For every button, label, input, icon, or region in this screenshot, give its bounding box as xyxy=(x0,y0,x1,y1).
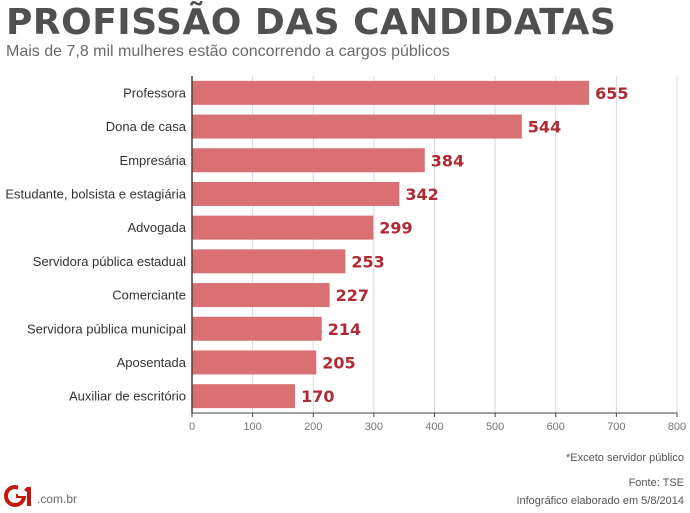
source-label: Fonte: TSE xyxy=(628,477,684,489)
value-label: 170 xyxy=(301,387,334,406)
category-label: Professora xyxy=(123,85,187,100)
bar xyxy=(192,384,296,409)
category-label: Estudante, bolsista e estagiária xyxy=(5,186,186,201)
credit-label: Infográfico elaborado em 5/8/2014 xyxy=(516,495,684,507)
value-label: 544 xyxy=(528,118,561,137)
value-label: 655 xyxy=(595,84,628,103)
bar xyxy=(192,181,400,206)
x-tick-label: 700 xyxy=(607,421,625,433)
x-tick-label: 400 xyxy=(425,421,443,433)
category-label: Empresária xyxy=(120,153,187,168)
brand-domain: .com.br xyxy=(37,492,78,506)
x-tick-label: 100 xyxy=(243,421,261,433)
chart-title: PROFISSÃO DAS CANDIDATAS xyxy=(6,2,617,43)
category-label: Aposentada xyxy=(117,355,187,370)
g1-logo-mark xyxy=(4,484,31,507)
bar xyxy=(192,283,330,308)
bar xyxy=(192,80,590,105)
bar xyxy=(192,148,425,173)
value-label: 299 xyxy=(379,219,412,238)
value-label: 205 xyxy=(322,353,355,372)
x-tick-label: 500 xyxy=(486,421,504,433)
category-label: Servidora pública municipal xyxy=(27,321,186,336)
value-label: 227 xyxy=(336,286,369,305)
x-tick-label: 200 xyxy=(304,421,322,433)
bar xyxy=(192,249,346,274)
value-label: 384 xyxy=(431,151,464,170)
x-tick-label: 300 xyxy=(365,421,383,433)
bar xyxy=(192,114,522,139)
chart-subtitle: Mais de 7,8 mil mulheres estão concorren… xyxy=(6,43,450,60)
value-label: 214 xyxy=(328,320,361,339)
category-label: Auxiliar de escritório xyxy=(69,389,186,404)
bar xyxy=(192,350,317,375)
g1-logo xyxy=(4,484,34,508)
value-label: 342 xyxy=(405,185,438,204)
bar xyxy=(192,215,374,240)
x-tick-label: 0 xyxy=(189,421,195,433)
brand: .com.br xyxy=(4,484,77,508)
value-label: 253 xyxy=(351,252,384,271)
footnote: *Exceto servidor público xyxy=(565,452,684,464)
category-label: Comerciante xyxy=(112,288,186,303)
x-tick-label: 800 xyxy=(668,421,686,433)
x-tick-label: 600 xyxy=(547,421,565,433)
bar-chart: 0 100 200 300 400 500 600 700 800 Professora 655 Do… xyxy=(5,76,686,433)
category-label: Dona de casa xyxy=(106,119,187,134)
bar xyxy=(192,316,322,341)
category-label: Advogada xyxy=(127,220,186,235)
category-label: Servidora pública estadual xyxy=(33,254,186,269)
